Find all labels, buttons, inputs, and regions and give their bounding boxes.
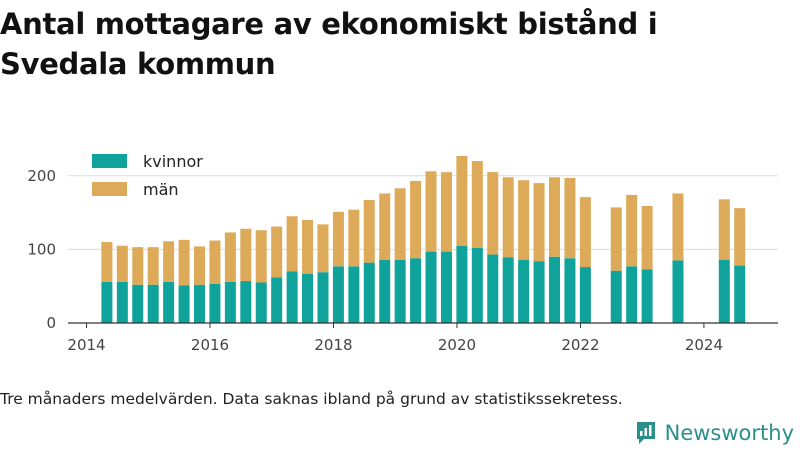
bar-kvinnor-33 bbox=[626, 266, 638, 323]
chart-note: Tre månaders medelvärden. Data saknas ib… bbox=[0, 390, 623, 408]
bar-kvinnor-16 bbox=[348, 266, 360, 323]
bar-man-27 bbox=[518, 180, 530, 260]
bar-man-33 bbox=[626, 194, 638, 267]
legend-label-kvinnor: kvinnor bbox=[143, 152, 203, 171]
bar-kvinnor-31 bbox=[579, 267, 591, 323]
bar-kvinnor-24 bbox=[471, 247, 483, 323]
bars bbox=[101, 155, 746, 323]
bar-man-31 bbox=[579, 197, 591, 268]
bar-kvinnor-36 bbox=[718, 259, 730, 323]
brand-name: Newsworthy bbox=[664, 421, 794, 445]
bar-kvinnor-17 bbox=[363, 262, 375, 323]
bar-man-2 bbox=[132, 247, 144, 285]
bar-man-11 bbox=[271, 226, 283, 278]
bar-man-12 bbox=[286, 216, 298, 272]
bar-man-26 bbox=[502, 177, 514, 258]
bar-man-1 bbox=[116, 245, 128, 282]
bar-man-19 bbox=[394, 188, 406, 260]
bar-kvinnor-4 bbox=[163, 281, 175, 323]
brand[interactable]: Newsworthy bbox=[635, 420, 794, 446]
bar-kvinnor-23 bbox=[456, 245, 468, 323]
bar-kvinnor-27 bbox=[518, 259, 530, 323]
bar-kvinnor-21 bbox=[425, 251, 437, 323]
x-tick-label-2024: 2024 bbox=[685, 336, 723, 354]
bar-man-9 bbox=[240, 228, 252, 282]
bar-man-30 bbox=[564, 177, 576, 259]
newsworthy-logo-icon bbox=[636, 422, 655, 444]
x-tick-label-2014: 2014 bbox=[67, 336, 105, 354]
bar-man-37 bbox=[734, 208, 746, 266]
bar-kvinnor-9 bbox=[240, 281, 252, 323]
bar-kvinnor-26 bbox=[502, 257, 514, 323]
bar-man-35 bbox=[672, 193, 684, 261]
legend-swatch-kvinnor bbox=[92, 154, 127, 168]
bar-man-5 bbox=[178, 239, 190, 286]
bar-kvinnor-32 bbox=[610, 270, 622, 323]
bar-kvinnor-6 bbox=[194, 284, 206, 323]
bar-kvinnor-13 bbox=[302, 273, 314, 323]
bar-kvinnor-25 bbox=[487, 254, 499, 323]
bar-kvinnor-29 bbox=[549, 256, 561, 323]
bar-kvinnor-22 bbox=[440, 251, 452, 323]
bar-kvinnor-34 bbox=[641, 269, 653, 323]
bar-kvinnor-5 bbox=[178, 285, 190, 323]
bar-man-16 bbox=[348, 209, 360, 267]
bar-man-7 bbox=[209, 240, 221, 284]
bar-man-22 bbox=[440, 172, 452, 252]
bar-kvinnor-11 bbox=[271, 277, 283, 323]
legend: kvinnor män bbox=[92, 152, 203, 199]
bar-kvinnor-20 bbox=[410, 258, 422, 323]
bar-kvinnor-2 bbox=[132, 284, 144, 323]
bar-man-36 bbox=[718, 199, 730, 260]
axes: 0 100 200 2014 2016 2018 2020 2022 2024 bbox=[27, 167, 778, 354]
bar-kvinnor-0 bbox=[101, 281, 113, 323]
bar-man-3 bbox=[147, 247, 159, 285]
bar-kvinnor-28 bbox=[533, 261, 545, 323]
bar-kvinnor-12 bbox=[286, 271, 298, 323]
bar-man-23 bbox=[456, 155, 468, 246]
bar-man-4 bbox=[163, 241, 175, 282]
bar-kvinnor-1 bbox=[116, 281, 128, 323]
bar-kvinnor-30 bbox=[564, 258, 576, 323]
bar-man-6 bbox=[194, 246, 206, 285]
x-tick-label-2020: 2020 bbox=[438, 336, 476, 354]
x-tick-label-2022: 2022 bbox=[561, 336, 599, 354]
legend-label-man: män bbox=[143, 180, 179, 199]
bar-man-20 bbox=[410, 180, 422, 259]
bar-kvinnor-18 bbox=[379, 259, 391, 323]
bar-man-32 bbox=[610, 207, 622, 271]
bar-man-10 bbox=[255, 230, 267, 283]
x-tick-label-2018: 2018 bbox=[314, 336, 352, 354]
y-tick-label-0: 0 bbox=[46, 314, 56, 332]
bar-man-0 bbox=[101, 242, 113, 282]
bar-kvinnor-8 bbox=[224, 281, 236, 323]
bar-man-17 bbox=[363, 200, 375, 263]
bar-kvinnor-10 bbox=[255, 282, 267, 323]
bar-man-8 bbox=[224, 232, 236, 282]
bar-man-14 bbox=[317, 224, 329, 273]
legend-swatch-man bbox=[92, 182, 127, 196]
stacked-bar-chart: 0 100 200 2014 2016 2018 2020 2022 2024 kvinnor … bbox=[27, 152, 778, 354]
bar-kvinnor-15 bbox=[332, 266, 344, 323]
bar-man-34 bbox=[641, 205, 653, 270]
bar-man-15 bbox=[332, 211, 344, 267]
bar-man-25 bbox=[487, 172, 499, 255]
bar-man-29 bbox=[549, 177, 561, 257]
chart-title: Antal mottagare av ekonomiskt bistånd i … bbox=[0, 7, 658, 81]
bar-man-18 bbox=[379, 193, 391, 260]
bar-kvinnor-7 bbox=[209, 283, 221, 323]
bar-kvinnor-3 bbox=[147, 284, 159, 323]
y-tick-label-100: 100 bbox=[27, 240, 56, 258]
bar-kvinnor-19 bbox=[394, 259, 406, 323]
bar-kvinnor-37 bbox=[734, 265, 746, 323]
bar-kvinnor-35 bbox=[672, 260, 684, 323]
bar-man-13 bbox=[302, 219, 314, 274]
y-tick-label-200: 200 bbox=[27, 167, 56, 185]
bar-man-21 bbox=[425, 171, 437, 252]
x-tick-label-2016: 2016 bbox=[191, 336, 229, 354]
bar-man-24 bbox=[471, 161, 483, 248]
bar-kvinnor-14 bbox=[317, 272, 329, 323]
bar-man-28 bbox=[533, 183, 545, 262]
